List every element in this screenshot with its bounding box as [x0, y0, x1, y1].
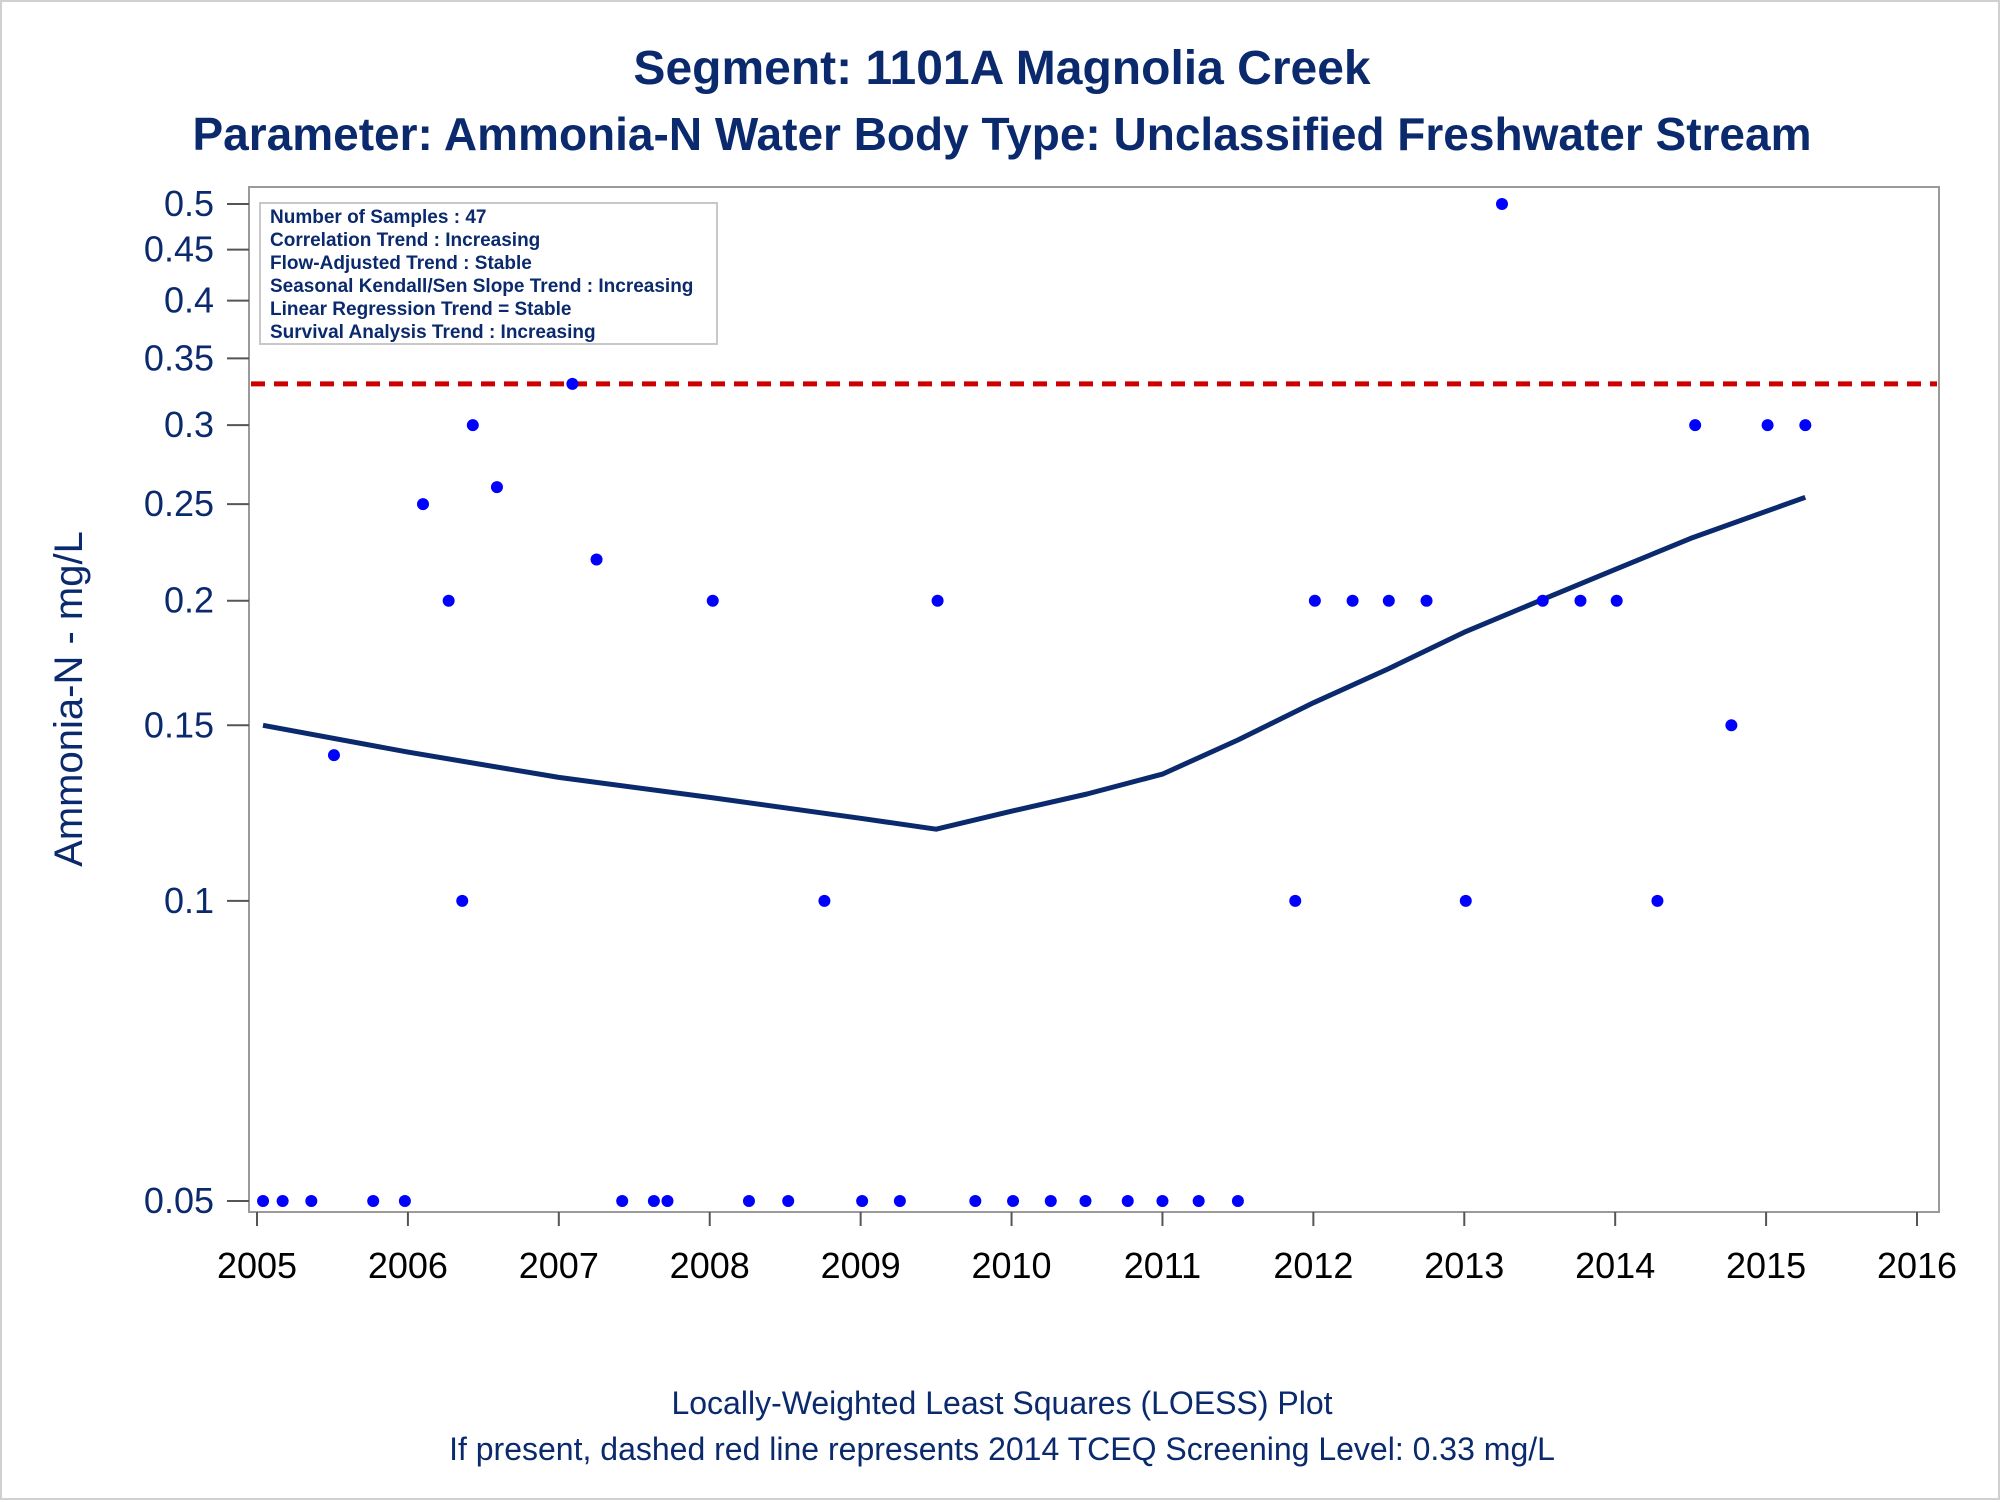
chart-title: Segment: 1101A Magnolia Creek: [633, 42, 1370, 95]
data-point: [490, 481, 503, 494]
data-point: [1289, 894, 1302, 907]
loess-line: [262, 494, 1807, 832]
data-point: [442, 594, 455, 607]
stat-line: Seasonal Kendall/Sen Slope Trend : Incre…: [270, 276, 693, 297]
y-axis: 0.05 0.1 0.15 0.2 0.25 0.3 0.35 0.4 0.45 0.5: [144, 183, 249, 1221]
data-point: [818, 894, 831, 907]
data-point: [276, 1195, 289, 1207]
data-point: [742, 1195, 755, 1207]
stat-line: Correlation Trend : Increasing: [270, 230, 540, 251]
y-tick-label: 0.1: [164, 880, 214, 921]
data-point: [856, 1195, 869, 1207]
data-point: [367, 1195, 380, 1207]
data-point: [1536, 594, 1549, 607]
data-point: [1308, 594, 1321, 607]
data-point: [893, 1195, 906, 1207]
y-tick-label: 0.45: [144, 229, 214, 270]
data-point: [417, 498, 429, 511]
data-point: [706, 594, 719, 607]
y-tick-label: 0.35: [144, 337, 214, 378]
x-tick-label: 2006: [368, 1245, 448, 1286]
data-point: [566, 377, 579, 390]
y-tick-label: 0.4: [164, 280, 214, 321]
data-point: [1574, 594, 1587, 607]
stat-line: Number of Samples : 47: [270, 207, 486, 228]
data-point: [305, 1195, 318, 1207]
y-tick-label: 0.15: [144, 704, 214, 745]
data-point: [782, 1195, 795, 1207]
x-tick-label: 2008: [670, 1245, 750, 1286]
stats-box: Number of Samples : 47 Correlation Trend…: [259, 202, 718, 345]
data-point: [1382, 594, 1395, 607]
data-point: [1079, 1195, 1092, 1207]
stat-line: Flow-Adjusted Trend : Stable: [270, 253, 532, 274]
footnote-line-1: Locally-Weighted Least Squares (LOESS) P…: [671, 1385, 1332, 1421]
x-tick-label: 2016: [1877, 1245, 1957, 1286]
data-point: [647, 1195, 660, 1207]
plot-area: [248, 186, 1940, 1213]
x-tick-label: 2010: [971, 1245, 1051, 1286]
data-point: [1689, 419, 1702, 432]
data-point: [1651, 894, 1664, 907]
data-point: [661, 1195, 674, 1207]
x-tick-label: 2007: [519, 1245, 599, 1286]
data-point: [456, 894, 469, 907]
data-point: [1231, 1195, 1244, 1207]
stat-line: Linear Regression Trend = Stable: [270, 299, 571, 320]
x-tick-label: 2012: [1273, 1245, 1353, 1286]
x-tick-label: 2014: [1575, 1245, 1655, 1286]
chart-subtitle: Parameter: Ammonia-N Water Body Type: Un…: [193, 108, 1812, 160]
x-axis: 2005 2006 2007 2008 2009 2010 2011 2012 2013 2014…: [217, 1212, 1957, 1286]
data-point: [1044, 1195, 1057, 1207]
data-point: [257, 1195, 270, 1207]
footnote-line-2: If present, dashed red line represents 2…: [449, 1431, 1555, 1467]
x-tick-label: 2015: [1726, 1245, 1806, 1286]
x-tick-label: 2005: [217, 1245, 297, 1286]
y-tick-label: 0.5: [164, 183, 214, 224]
x-tick-label: 2011: [1124, 1245, 1201, 1286]
y-tick-label: 0.3: [164, 404, 214, 445]
x-tick-label: 2013: [1424, 1245, 1504, 1286]
data-point: [1459, 894, 1472, 907]
y-tick-label: 0.2: [164, 580, 214, 621]
data-point: [1420, 594, 1433, 607]
data-point: [1121, 1195, 1134, 1207]
data-point: [1761, 419, 1774, 432]
data-point: [466, 419, 479, 432]
data-point: [1007, 1195, 1020, 1207]
data-point: [1725, 719, 1738, 732]
data-point: [616, 1195, 629, 1207]
y-tick-label: 0.05: [144, 1180, 214, 1221]
data-point: [1346, 594, 1359, 607]
data-points: [257, 198, 1812, 1207]
data-point: [1496, 198, 1508, 210]
data-point: [969, 1195, 982, 1207]
data-point: [1156, 1195, 1169, 1207]
data-point: [1799, 419, 1812, 432]
data-point: [931, 594, 944, 607]
data-point: [327, 749, 340, 762]
y-tick-label: 0.25: [144, 483, 214, 524]
x-tick-label: 2009: [821, 1245, 901, 1286]
data-point: [590, 553, 603, 566]
data-point: [1192, 1195, 1205, 1207]
stat-line: Survival Analysis Trend : Increasing: [270, 322, 596, 343]
data-point: [398, 1195, 411, 1207]
data-point: [1610, 594, 1623, 607]
y-axis-label: Ammonia-N - mg/L: [47, 531, 91, 867]
